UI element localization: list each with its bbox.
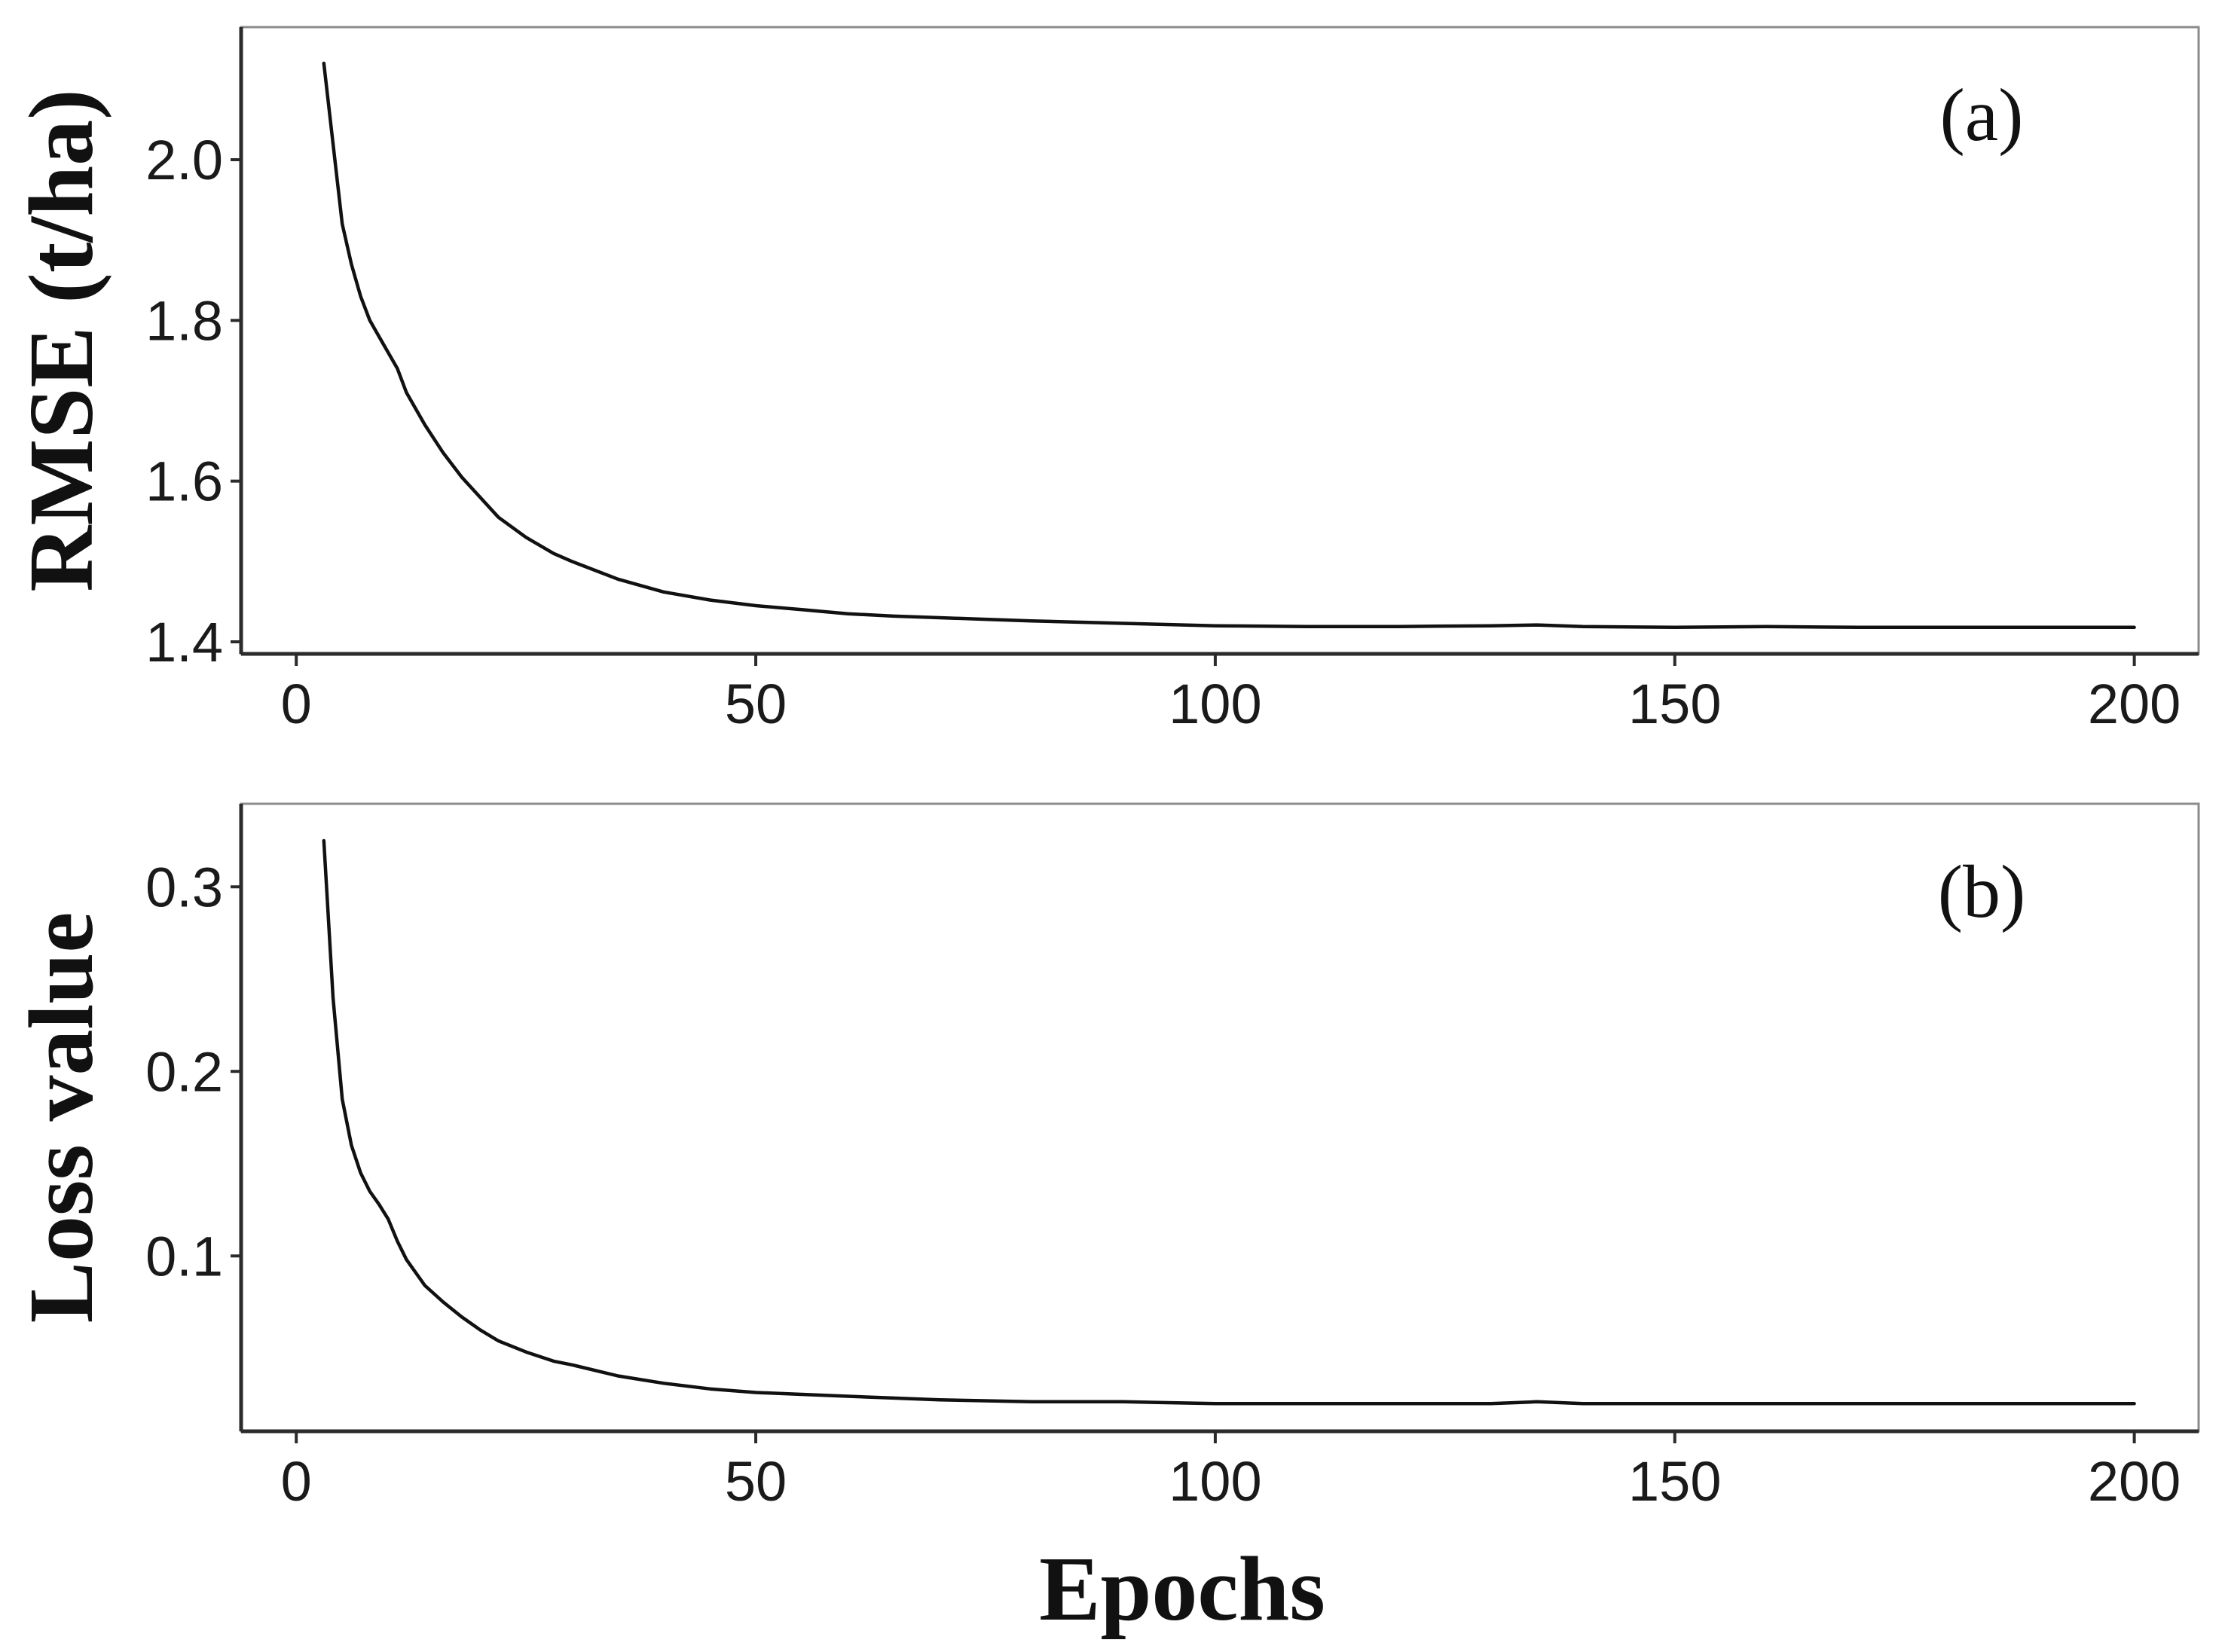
panel-label: (b) (1938, 850, 2026, 933)
panel-label: (a) (1940, 73, 2024, 157)
x-tick-label: 100 (1169, 1450, 1261, 1513)
y-tick-label: 1.4 (145, 611, 223, 673)
y-tick-label: 2.0 (145, 129, 223, 191)
x-tick-label: 100 (1169, 673, 1261, 735)
x-tick-label: 150 (1628, 1450, 1721, 1513)
series-line (322, 61, 2136, 630)
x-tick-label: 0 (281, 673, 312, 735)
y-tick-label: 0.3 (145, 856, 223, 918)
plot-frame (240, 26, 2200, 655)
x-tick-label: 200 (2088, 1450, 2181, 1513)
y-axis-title: RMSE (t/ha) (11, 89, 112, 592)
y-tick-label: 0.1 (145, 1225, 223, 1287)
x-tick-label: 200 (2088, 673, 2181, 735)
panel-b: 0.1 0.2 0.3 0 50 100 150 200 (b) Loss value Epochs (11, 802, 2200, 1640)
series-line (322, 838, 2136, 1406)
x-tick-label: 0 (281, 1450, 312, 1513)
y-tick-label: 0.2 (145, 1040, 223, 1103)
panel-a: 1.4 1.6 1.8 2.0 0 50 100 150 200 (a) RMSE (t/ha) (11, 26, 2200, 735)
x-tick-label: 50 (725, 673, 787, 735)
x-axis-title: Epochs (1039, 1538, 1325, 1640)
x-tick-label: 150 (1628, 673, 1721, 735)
plot-frame (240, 802, 2200, 1433)
y-tick-label: 1.8 (145, 289, 223, 352)
y-tick-label: 1.6 (145, 450, 223, 513)
x-tick-label: 50 (725, 1450, 787, 1513)
y-axis-title: Loss value (11, 912, 112, 1324)
